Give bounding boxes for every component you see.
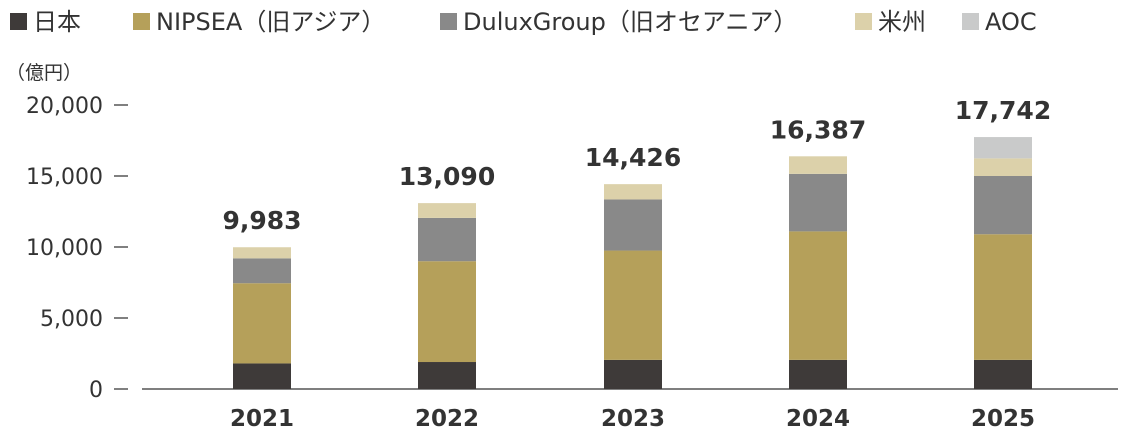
bar-segment xyxy=(974,234,1032,360)
bar-segment xyxy=(789,156,847,174)
bar-total-label: 13,090 xyxy=(399,162,495,191)
legend-label: AOC xyxy=(985,8,1037,36)
y-unit-label: （億円） xyxy=(6,62,82,84)
legend-swatch xyxy=(855,13,872,30)
bar-segment xyxy=(974,158,1032,176)
bar-segment xyxy=(974,137,1032,159)
y-tick-label: 0 xyxy=(89,378,103,403)
x-tick-label: 2021 xyxy=(230,406,294,432)
bar-segment xyxy=(789,231,847,360)
bar-segment xyxy=(418,203,476,218)
bar-total-label: 17,742 xyxy=(955,96,1051,125)
bar-segment xyxy=(974,176,1032,235)
legend: 日本 NIPSEA（旧アジア） DuluxGroup（旧オセアニア） 米州 AOC xyxy=(10,8,1037,36)
bar-total-label: 16,387 xyxy=(770,115,866,144)
bar-segment xyxy=(418,217,476,262)
x-tick-label: 2025 xyxy=(971,406,1035,432)
legend-label: 米州 xyxy=(878,8,926,36)
legend-swatch xyxy=(133,13,150,30)
bar-segment xyxy=(604,199,662,251)
bar-segment xyxy=(418,261,476,363)
bar-segment xyxy=(233,258,291,284)
x-tick-label: 2024 xyxy=(786,406,850,432)
bar-segment xyxy=(418,362,476,389)
bar-segment xyxy=(604,359,662,389)
legend-label: NIPSEA（旧アジア） xyxy=(156,8,385,36)
bar-segment xyxy=(789,173,847,232)
y-tick-label: 5,000 xyxy=(40,307,103,332)
x-axis: 2021 2022 2023 2024 2025 xyxy=(230,406,1035,432)
y-axis: 0 5,000 10,000 15,000 20,000 xyxy=(26,94,128,403)
bar-segment xyxy=(233,283,291,364)
bar-segment xyxy=(974,359,1032,389)
bar-segment xyxy=(233,363,291,389)
bar-total-label: 14,426 xyxy=(585,143,681,172)
legend-swatch xyxy=(440,13,457,30)
bar-group: 9,983 13,090 14,426 16,387 17,742 xyxy=(222,96,1051,389)
y-tick-label: 20,000 xyxy=(26,94,103,119)
bar-segment xyxy=(604,184,662,200)
bar-segment xyxy=(233,247,291,259)
bar-segment xyxy=(604,250,662,360)
bar-total-label: 9,983 xyxy=(222,206,301,235)
x-tick-label: 2022 xyxy=(415,406,479,432)
legend-label: DuluxGroup（旧オセアニア） xyxy=(463,8,797,36)
legend-swatch xyxy=(962,13,979,30)
legend-swatch xyxy=(10,13,27,30)
bar-segment xyxy=(789,359,847,389)
y-tick-label: 15,000 xyxy=(26,165,103,190)
x-tick-label: 2023 xyxy=(601,406,665,432)
legend-label: 日本 xyxy=(33,8,81,36)
y-tick-label: 10,000 xyxy=(26,236,103,261)
